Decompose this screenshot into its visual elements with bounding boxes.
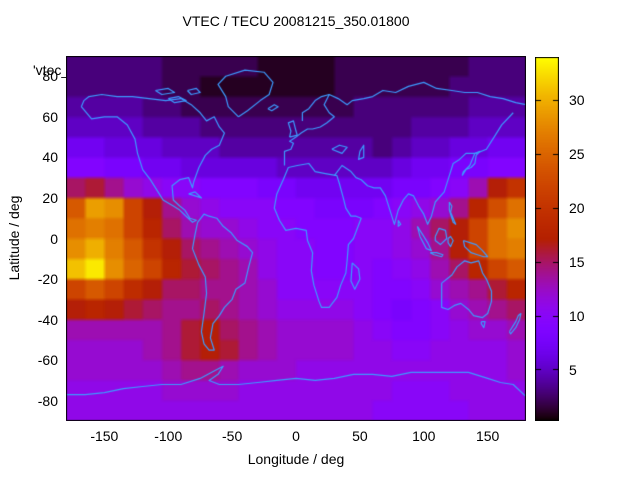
y-tick-label: 0 — [50, 230, 58, 247]
x-tick-label: 0 — [292, 428, 300, 444]
y-tick-label: 80 — [42, 68, 58, 85]
x-tick-label: 150 — [475, 428, 500, 444]
x-tick-label: -50 — [221, 428, 243, 444]
x-axis-label: Longitude / deg — [247, 451, 345, 467]
y-axis-label: Latitude / deg — [6, 195, 22, 281]
colorbar-tick-label: 30 — [569, 92, 585, 109]
chart-title: VTEC / TECU 20081215_350.01800 — [182, 13, 410, 29]
heatmap-world-map-canvas — [66, 56, 526, 421]
x-tick-label: 50 — [352, 428, 368, 444]
x-tick-label: 100 — [412, 428, 436, 444]
y-tick-label: 20 — [42, 189, 58, 206]
y-tick-label: -60 — [37, 352, 58, 369]
x-tick-label: -100 — [154, 428, 183, 444]
plot-key-label: 'vtec_ — [33, 62, 70, 78]
y-tick-label: -40 — [37, 311, 58, 328]
y-tick-label: 60 — [42, 108, 58, 125]
y-tick-label: 40 — [42, 149, 58, 166]
y-tick-label: -80 — [37, 392, 58, 409]
colorbar-tick-label: 20 — [569, 200, 585, 217]
colorbar-tick-label: 15 — [569, 254, 585, 271]
x-tick-label: -150 — [90, 428, 119, 444]
colorbar-tick-label: 25 — [569, 146, 585, 163]
colorbar-tick-label: 10 — [569, 308, 585, 325]
y-tick-label: -20 — [37, 271, 58, 288]
colorbar-tick-label: 5 — [569, 362, 577, 379]
colorbar-canvas — [535, 57, 559, 421]
